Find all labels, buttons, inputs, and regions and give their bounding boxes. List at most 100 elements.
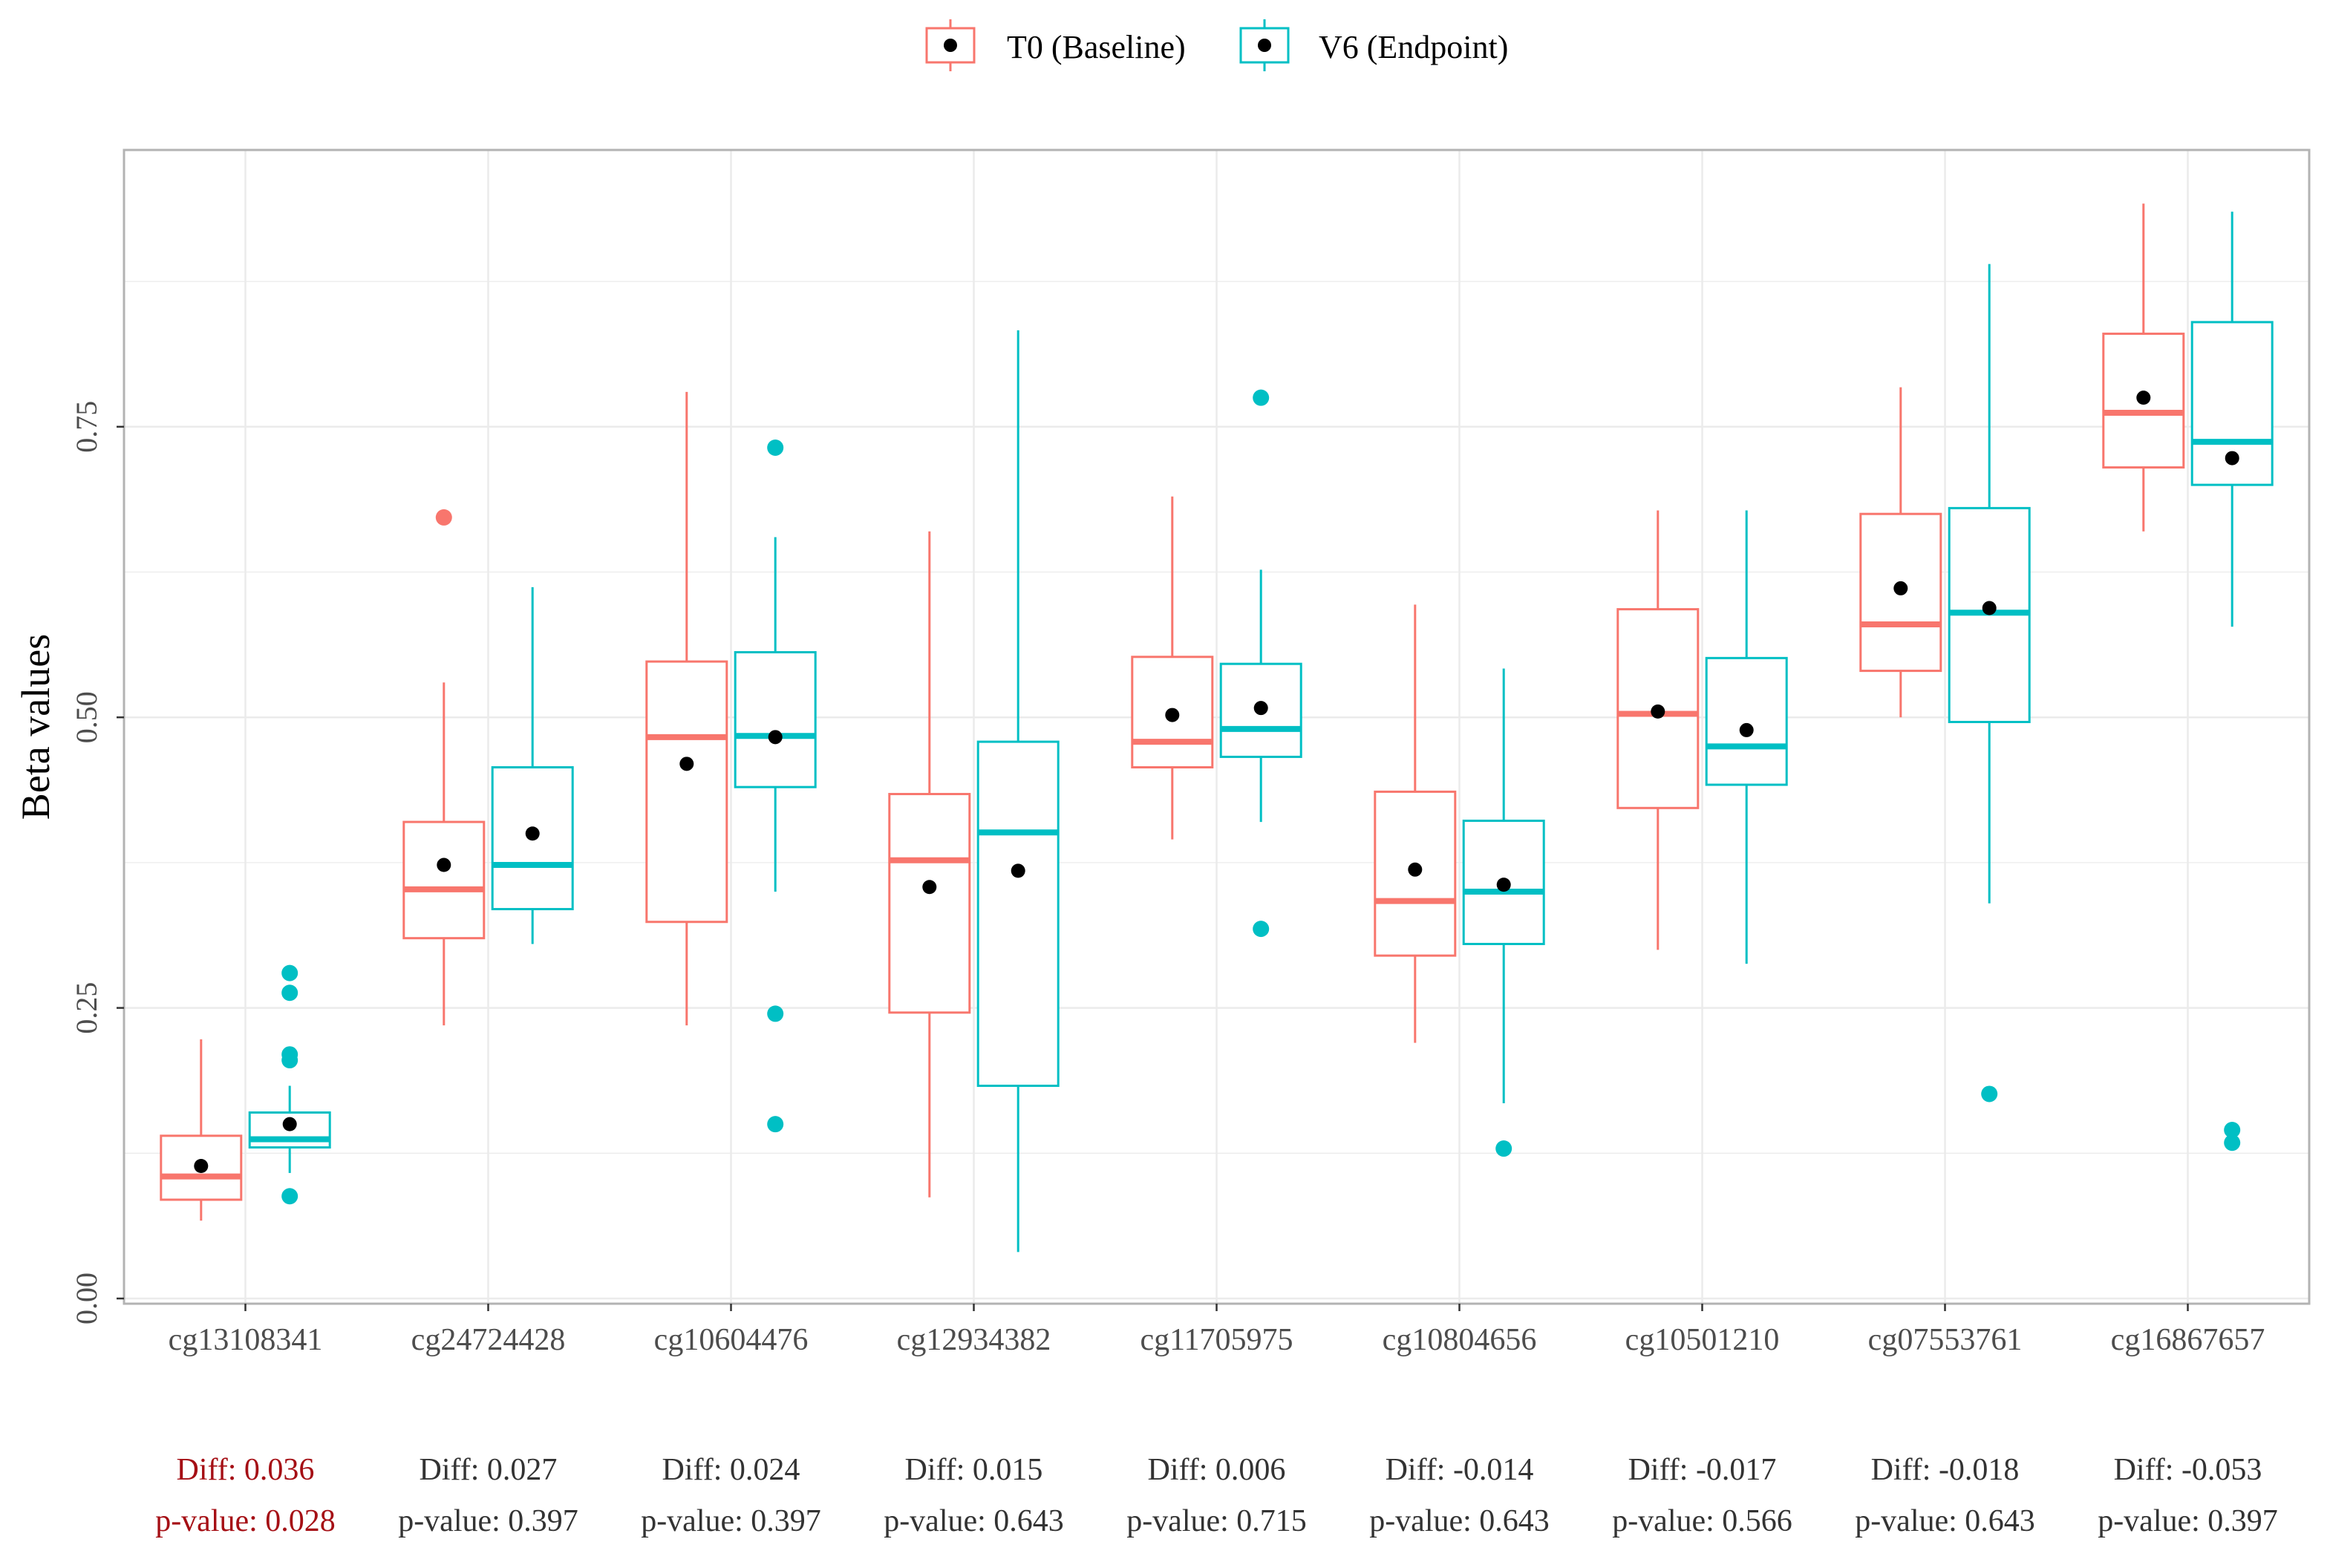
y-axis: 0.00 0.25 0.50 0.75 — [70, 401, 124, 1324]
legend-key-v6 — [1239, 19, 1290, 71]
category-group — [1131, 389, 1302, 938]
legend-key-t0 — [925, 19, 976, 71]
diff-label: Diff: -0.018 — [1871, 1453, 2020, 1487]
pvalue-label: p-value: 0.397 — [2098, 1504, 2278, 1538]
boxplots — [160, 203, 2274, 1252]
outlier-point — [281, 964, 298, 981]
outlier-point — [2224, 1134, 2241, 1152]
mean-point — [1253, 701, 1268, 716]
box-t0 — [1859, 387, 1942, 718]
category-group — [160, 964, 331, 1221]
diff-label: Diff: -0.017 — [1628, 1453, 1777, 1487]
mean-point — [1893, 581, 1908, 595]
mean-point — [922, 880, 937, 895]
iqr-box — [888, 793, 971, 1014]
box-v6 — [734, 439, 817, 1133]
iqr-box — [402, 820, 486, 940]
x-tick-label: cg07553761 — [1868, 1323, 2023, 1357]
iqr-box — [734, 651, 817, 788]
mean-point — [1011, 863, 1025, 878]
pvalue-label: p-value: 0.643 — [1369, 1504, 1550, 1538]
x-tick-label: cg10804656 — [1383, 1323, 1537, 1357]
category-group — [402, 509, 574, 1026]
mean-point — [1739, 722, 1754, 737]
mean-point — [1165, 708, 1180, 722]
category-group — [1374, 604, 1545, 1157]
y-axis-title: Beta values — [13, 634, 58, 820]
category-group — [888, 330, 1060, 1252]
box-t0 — [1616, 510, 1700, 950]
y-tick-label: 0.75 — [70, 401, 103, 453]
diff-annotations: Diff: 0.036 p-value: 0.028 Diff: 0.027 p-va… — [155, 1453, 2278, 1538]
outlier-point — [767, 439, 784, 456]
pvalue-label: p-value: 0.397 — [641, 1504, 821, 1538]
x-tick-label: cg24724428 — [411, 1323, 566, 1357]
outlier-point — [1495, 1140, 1512, 1157]
iqr-box — [976, 740, 1060, 1087]
outlier-point — [1253, 921, 1270, 938]
mean-point — [1408, 862, 1423, 877]
box-v6 — [2190, 212, 2274, 1152]
box-v6 — [976, 330, 1060, 1252]
x-tick-label: cg12934382 — [897, 1323, 1051, 1357]
gridlines — [124, 150, 2309, 1304]
y-tick-label: 0.00 — [70, 1273, 103, 1324]
outlier-point — [1981, 1085, 1998, 1102]
category-group — [1616, 510, 1788, 964]
outlier-point — [2224, 1121, 2241, 1138]
mean-point — [1651, 704, 1665, 719]
box-v6 — [1948, 264, 2031, 1102]
diff-label: Diff: 0.027 — [420, 1453, 558, 1487]
pvalue-label: p-value: 0.397 — [398, 1504, 578, 1538]
box-v6 — [1219, 389, 1302, 938]
diff-label: Diff: -0.014 — [1386, 1453, 1534, 1487]
pvalue-label: p-value: 0.643 — [884, 1504, 1064, 1538]
box-t0 — [1131, 496, 1214, 840]
category-group — [2102, 203, 2274, 1152]
outlier-point — [1253, 389, 1270, 406]
diff-label: Diff: 0.015 — [905, 1453, 1043, 1487]
mean-point — [1496, 878, 1511, 892]
mean-point — [437, 858, 451, 872]
pvalue-label: p-value: 0.028 — [155, 1504, 336, 1538]
outlier-point — [281, 1046, 298, 1063]
outlier-point — [435, 509, 452, 526]
x-tick-label: cg10604476 — [654, 1323, 809, 1357]
mean-point — [768, 730, 783, 745]
mean-point — [679, 757, 694, 771]
diff-label: Diff: 0.006 — [1148, 1453, 1286, 1487]
diff-label: Diff: 0.036 — [177, 1453, 315, 1487]
outlier-point — [767, 1005, 784, 1022]
iqr-box — [1705, 656, 1788, 786]
mean-point — [525, 826, 540, 841]
box-v6 — [1705, 510, 1788, 964]
box-t0 — [160, 1039, 243, 1221]
legend-label-v6: V6 (Endpoint) — [1319, 29, 1508, 65]
box-v6 — [248, 964, 331, 1205]
box-t0 — [645, 391, 728, 1026]
mean-point — [2225, 451, 2239, 466]
mean-point — [282, 1117, 297, 1131]
category-group — [1859, 264, 2031, 1102]
mean-point — [194, 1159, 209, 1174]
box-v6 — [491, 587, 574, 944]
pvalue-label: p-value: 0.643 — [1855, 1504, 2035, 1538]
box-v6 — [1462, 668, 1545, 1157]
x-tick-label: cg10501210 — [1625, 1323, 1780, 1357]
box-t0 — [888, 531, 971, 1198]
diff-label: Diff: -0.053 — [2114, 1453, 2262, 1487]
outlier-point — [767, 1116, 784, 1133]
diff-label: Diff: 0.024 — [662, 1453, 800, 1487]
pvalue-label: p-value: 0.715 — [1126, 1504, 1307, 1538]
outlier-point — [281, 984, 298, 1002]
category-group — [645, 391, 817, 1133]
mean-point — [1982, 601, 1997, 615]
x-axis: cg13108341 cg24724428 cg10604476 cg12934382… — [169, 1304, 2265, 1357]
pvalue-label: p-value: 0.566 — [1612, 1504, 1792, 1538]
legend-label-t0: T0 (Baseline) — [1007, 29, 1186, 65]
x-tick-label: cg11705975 — [1140, 1323, 1293, 1357]
y-tick-label: 0.25 — [70, 982, 103, 1034]
x-tick-label: cg16867657 — [2111, 1323, 2265, 1357]
box-t0 — [402, 509, 486, 1026]
